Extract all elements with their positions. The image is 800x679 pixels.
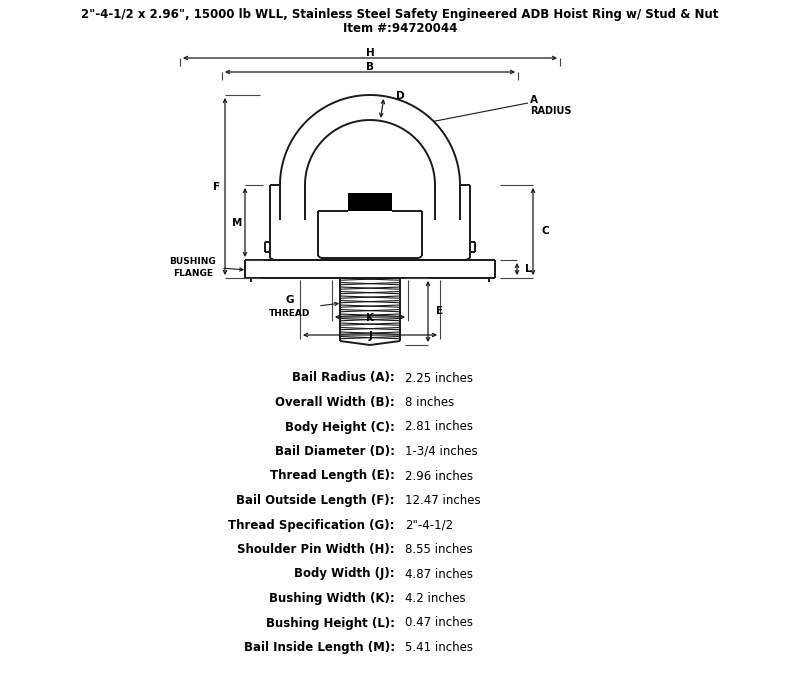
Text: FLANGE: FLANGE xyxy=(173,268,213,278)
Text: Item #:94720044: Item #:94720044 xyxy=(343,22,457,35)
Text: J: J xyxy=(368,331,372,341)
Text: Bail Inside Length (M):: Bail Inside Length (M): xyxy=(244,641,395,654)
Text: Bushing Width (K):: Bushing Width (K): xyxy=(270,592,395,605)
Text: Bushing Height (L):: Bushing Height (L): xyxy=(266,617,395,629)
Text: Bail Radius (A):: Bail Radius (A): xyxy=(292,371,395,384)
Text: 2.81 inches: 2.81 inches xyxy=(405,420,473,433)
Text: E: E xyxy=(436,306,443,316)
Text: H: H xyxy=(366,48,374,58)
Text: C: C xyxy=(541,227,549,236)
Text: 2.96 inches: 2.96 inches xyxy=(405,469,473,483)
Text: L: L xyxy=(525,264,532,274)
Text: G: G xyxy=(286,295,294,305)
Text: Thread Specification (G):: Thread Specification (G): xyxy=(229,519,395,532)
Text: RADIUS: RADIUS xyxy=(530,106,571,116)
Bar xyxy=(348,193,392,211)
Text: 5.41 inches: 5.41 inches xyxy=(405,641,473,654)
Text: 0.47 inches: 0.47 inches xyxy=(405,617,473,629)
Text: THREAD: THREAD xyxy=(270,308,310,318)
Text: K: K xyxy=(366,313,374,323)
Text: 4.2 inches: 4.2 inches xyxy=(405,592,466,605)
Text: A: A xyxy=(530,95,538,105)
Text: D: D xyxy=(396,91,405,101)
Text: B: B xyxy=(366,62,374,72)
Text: F: F xyxy=(214,181,221,191)
Text: 8 inches: 8 inches xyxy=(405,396,454,409)
Text: Bail Diameter (D):: Bail Diameter (D): xyxy=(275,445,395,458)
Text: 8.55 inches: 8.55 inches xyxy=(405,543,473,556)
Text: Bail Outside Length (F):: Bail Outside Length (F): xyxy=(237,494,395,507)
Text: Thread Length (E):: Thread Length (E): xyxy=(270,469,395,483)
Text: Body Width (J):: Body Width (J): xyxy=(294,568,395,581)
Text: 12.47 inches: 12.47 inches xyxy=(405,494,481,507)
Text: Shoulder Pin Width (H):: Shoulder Pin Width (H): xyxy=(238,543,395,556)
Text: BUSHING: BUSHING xyxy=(170,257,216,265)
Text: Body Height (C):: Body Height (C): xyxy=(285,420,395,433)
Text: 4.87 inches: 4.87 inches xyxy=(405,568,473,581)
Text: 1-3/4 inches: 1-3/4 inches xyxy=(405,445,478,458)
Text: 2"-4-1/2 x 2.96", 15000 lb WLL, Stainless Steel Safety Engineered ADB Hoist Ring: 2"-4-1/2 x 2.96", 15000 lb WLL, Stainles… xyxy=(82,8,718,21)
Text: Overall Width (B):: Overall Width (B): xyxy=(275,396,395,409)
Text: 2.25 inches: 2.25 inches xyxy=(405,371,473,384)
Text: 2"-4-1/2: 2"-4-1/2 xyxy=(405,519,453,532)
Text: M: M xyxy=(232,217,242,227)
